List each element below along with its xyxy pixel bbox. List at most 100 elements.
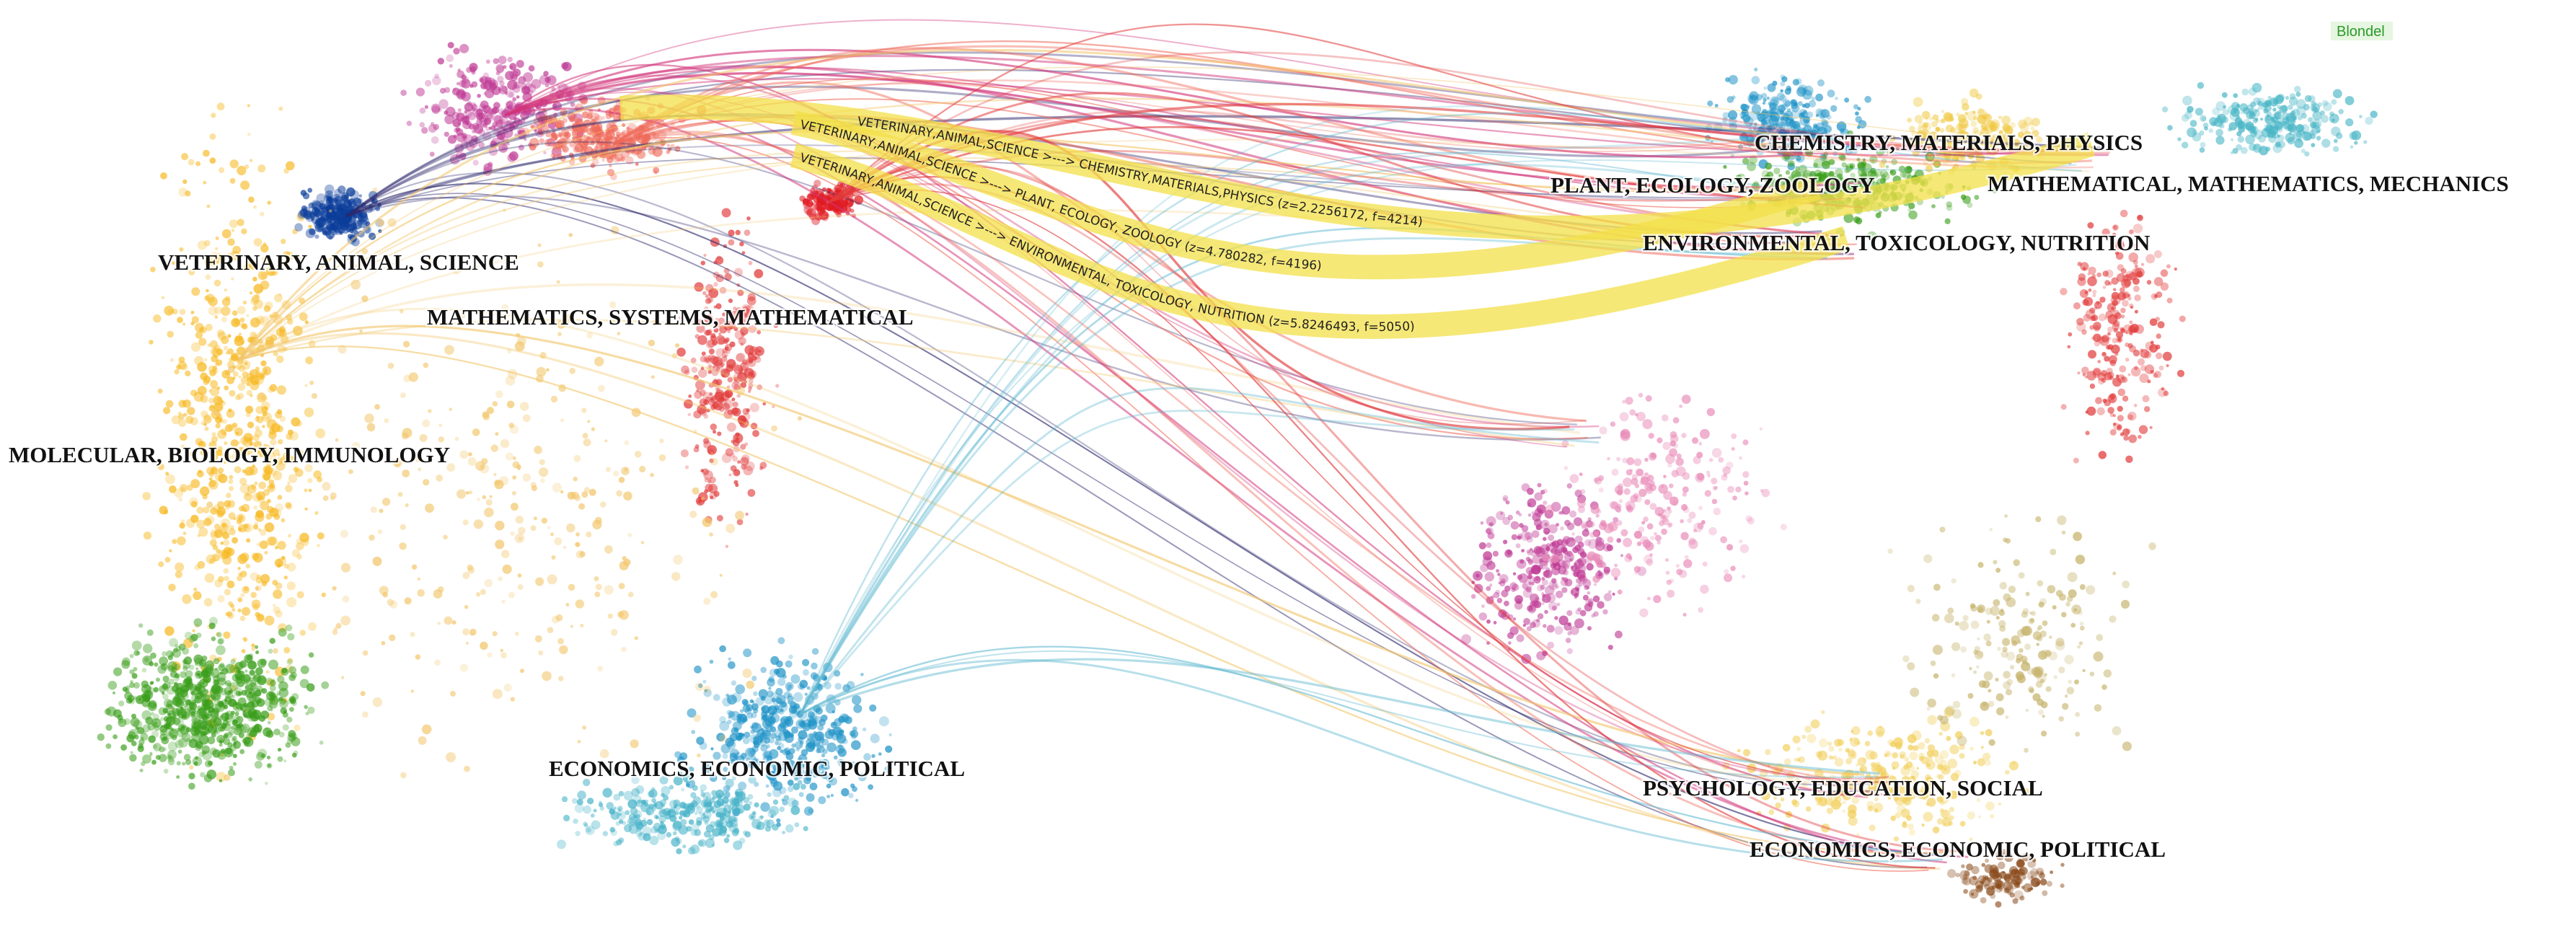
journal-dot: [219, 740, 223, 744]
journal-dot: [538, 650, 544, 656]
journal-dot: [204, 573, 215, 583]
journal-dot: [666, 144, 670, 147]
journal-dot: [261, 256, 270, 264]
journal-dot: [175, 562, 185, 572]
journal-dot: [557, 332, 562, 337]
journal-dot: [278, 687, 289, 698]
journal-dot: [185, 670, 193, 678]
journal-dot: [777, 637, 785, 645]
journal-dot: [299, 297, 306, 304]
journal-dot: [691, 730, 696, 734]
journal-dot: [673, 799, 681, 807]
journal-dot: [180, 487, 186, 492]
journal-dot: [332, 221, 336, 226]
journal-dot: [237, 456, 241, 460]
journal-dot: [177, 738, 188, 748]
journal-dot: [296, 554, 302, 560]
journal-dot: [262, 410, 268, 416]
journal-dot: [113, 667, 123, 676]
journal-dot: [255, 586, 260, 591]
journal-dot: [510, 697, 515, 702]
journal-dot: [764, 718, 773, 727]
journal-dot: [200, 486, 210, 496]
journal-dot: [257, 528, 262, 532]
journal-dot: [690, 829, 698, 837]
journal-dot: [618, 583, 625, 590]
journal-dot: [171, 415, 181, 425]
journal-dot: [2275, 121, 2283, 129]
journal-dot: [713, 378, 717, 381]
journal-dot: [675, 343, 680, 348]
journal-dot: [731, 692, 742, 702]
journal-dot: [573, 146, 580, 153]
journal-dot: [196, 632, 202, 638]
journal-dot: [728, 715, 732, 719]
journal-dot: [183, 413, 188, 417]
journal-dot: [255, 315, 265, 325]
journal-dot: [265, 459, 273, 467]
journal-dot: [768, 687, 772, 690]
journal-dot: [167, 749, 177, 759]
journal-dot: [190, 514, 199, 524]
journal-dot: [224, 441, 228, 446]
journal-dot: [257, 164, 266, 173]
journal-dot: [701, 496, 705, 500]
journal-dot: [370, 506, 377, 513]
journal-dot: [734, 794, 744, 803]
journal-dot: [727, 661, 736, 669]
journal-dot: [319, 203, 326, 210]
journal-dot: [266, 452, 271, 457]
journal-dot: [223, 547, 232, 555]
journal-dot: [477, 498, 480, 501]
journal-dot: [230, 710, 235, 715]
journal-dot: [344, 201, 350, 208]
journal-dot: [192, 629, 195, 632]
journal-dot: [733, 840, 743, 850]
journal-dot: [501, 599, 506, 604]
journal-dot: [193, 618, 203, 627]
journal-dot: [269, 694, 278, 702]
journal-dot: [462, 628, 470, 636]
journal-dot: [305, 711, 309, 716]
journal-dot: [215, 632, 220, 637]
journal-dot: [327, 197, 334, 204]
journal-dot: [775, 741, 779, 746]
journal-dot: [191, 316, 199, 324]
journal-dot: [263, 242, 267, 246]
journal-dot: [2313, 107, 2319, 113]
journal-dot: [340, 217, 350, 226]
journal-dot: [463, 109, 473, 118]
journal-dot: [723, 402, 731, 410]
journal-dot: [802, 669, 809, 676]
journal-dot: [768, 706, 772, 711]
journal-dot: [228, 698, 237, 707]
journal-dot: [254, 299, 263, 309]
journal-dot: [218, 677, 226, 686]
journal-dot: [455, 153, 460, 158]
journal-dot: [240, 376, 248, 384]
journal-dot: [1857, 107, 1861, 111]
journal-dot: [568, 233, 573, 237]
journal-dot: [660, 823, 666, 829]
journal-dot: [296, 542, 304, 551]
journal-dot: [691, 366, 698, 373]
journal-dot: [700, 784, 707, 792]
journal-dot: [841, 788, 850, 797]
journal-dot: [259, 540, 268, 550]
journal-dot: [480, 641, 488, 650]
journal-dot: [778, 731, 788, 741]
journal-dot: [196, 470, 204, 478]
journal-dot: [217, 429, 227, 439]
journal-dot: [1795, 102, 1799, 105]
journal-dot: [334, 200, 338, 205]
journal-dot: [811, 662, 818, 670]
journal-dot: [646, 819, 653, 826]
journal-dot: [336, 224, 343, 230]
journal-dot: [174, 369, 180, 375]
journal-dot: [493, 58, 499, 65]
journal-dot: [740, 343, 744, 346]
journal-dot: [464, 605, 469, 609]
journal-dot: [428, 409, 432, 413]
journal-dot: [231, 537, 239, 544]
journal-dot: [209, 539, 217, 547]
